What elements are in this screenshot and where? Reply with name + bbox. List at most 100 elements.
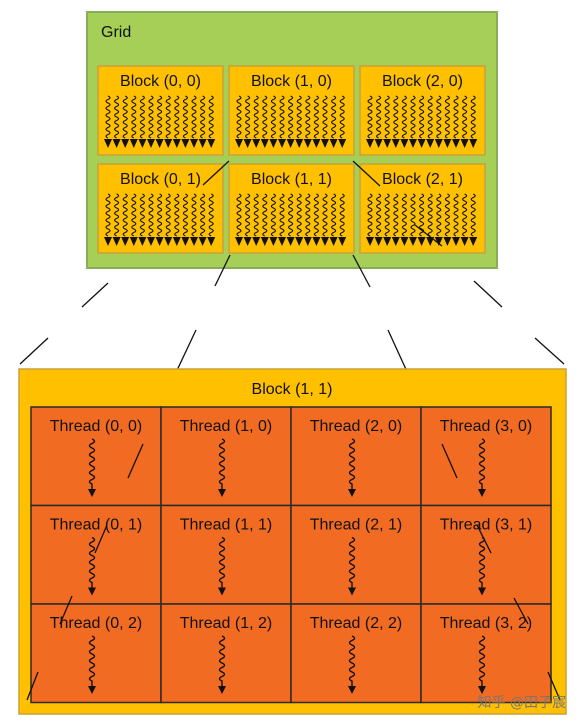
thread-wave (208, 193, 214, 237)
thread-arrowhead (243, 237, 252, 246)
grid-block: Block (0, 0) (97, 65, 224, 156)
thread-arrowhead (104, 237, 112, 246)
thread-wave (148, 193, 154, 237)
thread-wave (322, 95, 328, 139)
thread-arrowhead (426, 139, 435, 148)
thread-arrowhead (366, 237, 374, 246)
thread-arrowhead (434, 237, 443, 246)
thread-wave (165, 95, 171, 139)
thread-cell-box (160, 406, 292, 507)
thread-arrowhead (312, 237, 321, 246)
thread-arrowhead (417, 139, 426, 148)
thread-wave (296, 95, 302, 139)
thread-wave (157, 95, 163, 139)
thread-arrowhead (243, 139, 252, 148)
thread-arrowhead (374, 139, 383, 148)
thread-arrowhead (207, 237, 216, 246)
thread-wave (148, 95, 154, 139)
thread-wave (384, 193, 390, 237)
thread-wave (305, 193, 311, 237)
thread-cell-label: Thread (1, 0) (180, 418, 272, 435)
thread-wave (339, 193, 345, 237)
thread-arrowhead (460, 237, 469, 246)
thread-arrowhead (443, 139, 452, 148)
zoom-connector-overlay (26, 160, 561, 701)
thread-cell-label: Thread (3, 2) (440, 615, 532, 632)
thread-wave (208, 95, 214, 139)
thread-wave-bundle (235, 95, 347, 148)
thread-cell-box (160, 603, 292, 704)
thread-arrowhead (434, 139, 443, 148)
thread-arrowhead (129, 139, 138, 148)
thread-arrowhead (295, 139, 304, 148)
thread-wave (165, 193, 171, 237)
thread-wave (139, 193, 145, 237)
thread-wave (174, 193, 180, 237)
thread-arrowhead (460, 139, 469, 148)
thread-wave (322, 193, 328, 237)
thread-arrowhead (278, 139, 286, 148)
thread-squiggle-arrow (88, 635, 96, 694)
thread-arrowhead (366, 139, 374, 148)
thread-arrowhead (138, 139, 147, 148)
thread-arrowhead (190, 237, 198, 246)
thread-cell-box (30, 603, 162, 704)
grid-block-label: Block (1, 0) (251, 73, 332, 90)
thread-arrowhead (303, 139, 312, 148)
thread-wave (182, 95, 188, 139)
thread-cell: Thread (2, 2) (290, 603, 422, 704)
thread-arrowhead (409, 139, 417, 148)
thread-arrowhead (252, 237, 261, 246)
thread-cell: Thread (0, 1) (30, 504, 162, 605)
thread-arrowhead (321, 237, 329, 246)
thread-wave (236, 95, 242, 139)
thread-arrowhead (155, 237, 164, 246)
thread-wave (462, 193, 468, 237)
thread-wave (105, 95, 111, 139)
thread-arrowhead (383, 237, 392, 246)
thread-arrowhead (129, 237, 138, 246)
thread-arrowhead (198, 237, 207, 246)
grid-block-label: Block (2, 0) (382, 73, 463, 90)
thread-cell-box (30, 406, 162, 507)
thread-wave (114, 193, 120, 237)
thread-arrowhead (181, 237, 190, 246)
thread-cell: Thread (2, 0) (290, 406, 422, 507)
thread-arrowhead (172, 139, 181, 148)
thread-arrowhead (469, 237, 478, 246)
thread-arrowhead (400, 139, 409, 148)
grid-block-label: Block (0, 1) (120, 171, 201, 188)
thread-arrowhead (338, 139, 347, 148)
thread-cell: Thread (1, 0) (160, 406, 292, 507)
thread-cell: Thread (1, 1) (160, 504, 292, 605)
thread-wave (444, 95, 450, 139)
grid-block: Block (0, 1) (97, 163, 224, 254)
thread-arrowhead (469, 139, 478, 148)
thread-wave (393, 95, 399, 139)
thread-wave (331, 95, 337, 139)
thread-arrowhead (452, 139, 460, 148)
thread-arrowhead (452, 237, 460, 246)
thread-wave (436, 95, 442, 139)
thread-cell-box (420, 504, 552, 605)
thread-cell: Thread (2, 1) (290, 504, 422, 605)
grid-block: Block (2, 1) (359, 163, 486, 254)
thread-wave (376, 95, 382, 139)
thread-squiggle-arrow (478, 635, 486, 694)
thread-arrowhead (252, 139, 261, 148)
thread-arrowhead (260, 237, 269, 246)
thread-arrowhead (391, 237, 400, 246)
thread-arrowhead (303, 237, 312, 246)
thread-wave (427, 193, 433, 237)
thread-cell-label: Thread (2, 0) (310, 418, 402, 435)
thread-cell-label: Thread (3, 0) (440, 418, 532, 435)
grid-blocks: Block (0, 0) Block (1, 0) Block (2, 0) Bloc… (97, 65, 486, 254)
thread-wave (410, 95, 416, 139)
grid-block-label: Block (1, 1) (251, 171, 332, 188)
thread-cell-box (420, 603, 552, 704)
thread-arrowhead (164, 139, 173, 148)
thread-wave (191, 95, 197, 139)
thread-arrowhead (321, 139, 329, 148)
thread-arrowhead (329, 139, 338, 148)
thread-wave (384, 95, 390, 139)
